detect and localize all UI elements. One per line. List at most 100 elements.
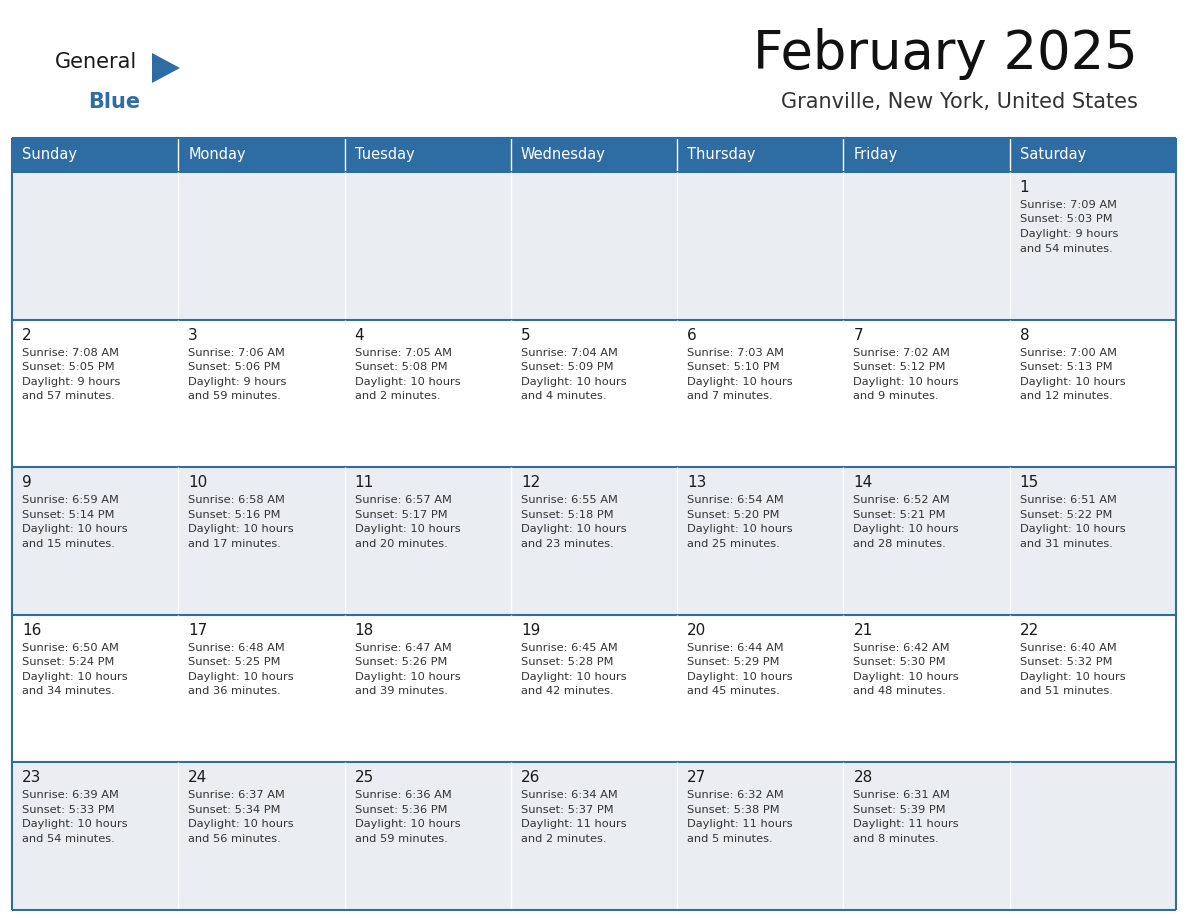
Bar — [12, 763, 178, 910]
Text: Tuesday: Tuesday — [354, 148, 415, 162]
Bar — [511, 615, 677, 763]
Text: Sunset: 5:20 PM: Sunset: 5:20 PM — [687, 509, 779, 520]
Bar — [345, 763, 511, 910]
Text: 4: 4 — [354, 328, 365, 342]
Text: Daylight: 10 hours: Daylight: 10 hours — [188, 820, 293, 829]
Bar — [345, 172, 511, 319]
Text: Sunset: 5:06 PM: Sunset: 5:06 PM — [188, 362, 280, 372]
Text: and 23 minutes.: and 23 minutes. — [520, 539, 614, 549]
Text: and 42 minutes.: and 42 minutes. — [520, 687, 613, 696]
Text: 1: 1 — [1019, 180, 1029, 195]
Text: Sunrise: 6:58 AM: Sunrise: 6:58 AM — [188, 495, 285, 505]
Bar — [843, 615, 1010, 763]
Text: Sunrise: 7:09 AM: Sunrise: 7:09 AM — [1019, 200, 1117, 210]
Text: Sunset: 5:38 PM: Sunset: 5:38 PM — [687, 805, 779, 815]
Bar — [178, 763, 345, 910]
Text: and 54 minutes.: and 54 minutes. — [23, 834, 115, 844]
Bar — [843, 172, 1010, 319]
Bar — [1010, 467, 1176, 615]
Text: Sunset: 5:18 PM: Sunset: 5:18 PM — [520, 509, 613, 520]
Text: and 34 minutes.: and 34 minutes. — [23, 687, 115, 696]
Bar — [843, 138, 1010, 172]
Text: Daylight: 10 hours: Daylight: 10 hours — [687, 376, 792, 386]
Text: Sunrise: 6:44 AM: Sunrise: 6:44 AM — [687, 643, 784, 653]
Text: 24: 24 — [188, 770, 208, 786]
Text: Sunrise: 6:51 AM: Sunrise: 6:51 AM — [1019, 495, 1117, 505]
Text: Sunset: 5:26 PM: Sunset: 5:26 PM — [354, 657, 447, 667]
Text: Daylight: 10 hours: Daylight: 10 hours — [853, 672, 959, 682]
Text: Sunset: 5:05 PM: Sunset: 5:05 PM — [23, 362, 114, 372]
Text: and 48 minutes.: and 48 minutes. — [853, 687, 946, 696]
Text: Sunset: 5:08 PM: Sunset: 5:08 PM — [354, 362, 447, 372]
Bar — [511, 467, 677, 615]
Text: Thursday: Thursday — [687, 148, 756, 162]
Text: and 7 minutes.: and 7 minutes. — [687, 391, 772, 401]
Text: and 17 minutes.: and 17 minutes. — [188, 539, 282, 549]
Text: Daylight: 10 hours: Daylight: 10 hours — [188, 524, 293, 534]
Text: and 25 minutes.: and 25 minutes. — [687, 539, 779, 549]
Text: Sunset: 5:22 PM: Sunset: 5:22 PM — [1019, 509, 1112, 520]
Text: and 56 minutes.: and 56 minutes. — [188, 834, 282, 844]
Text: Sunset: 5:17 PM: Sunset: 5:17 PM — [354, 509, 447, 520]
Text: Sunset: 5:32 PM: Sunset: 5:32 PM — [1019, 657, 1112, 667]
Text: Sunrise: 6:59 AM: Sunrise: 6:59 AM — [23, 495, 119, 505]
Text: Friday: Friday — [853, 148, 898, 162]
Bar — [511, 138, 677, 172]
Bar — [511, 319, 677, 467]
Text: Daylight: 9 hours: Daylight: 9 hours — [23, 376, 120, 386]
Bar — [1010, 615, 1176, 763]
Text: Daylight: 10 hours: Daylight: 10 hours — [520, 524, 626, 534]
Text: Sunset: 5:21 PM: Sunset: 5:21 PM — [853, 509, 946, 520]
Text: Daylight: 10 hours: Daylight: 10 hours — [520, 376, 626, 386]
Text: Wednesday: Wednesday — [520, 148, 606, 162]
Text: Daylight: 10 hours: Daylight: 10 hours — [354, 820, 460, 829]
Text: Sunset: 5:10 PM: Sunset: 5:10 PM — [687, 362, 779, 372]
Text: 18: 18 — [354, 622, 374, 638]
Text: 28: 28 — [853, 770, 873, 786]
Text: Sunset: 5:16 PM: Sunset: 5:16 PM — [188, 509, 280, 520]
Text: Sunrise: 6:37 AM: Sunrise: 6:37 AM — [188, 790, 285, 800]
Text: 12: 12 — [520, 476, 541, 490]
Text: Sunset: 5:39 PM: Sunset: 5:39 PM — [853, 805, 946, 815]
Text: and 5 minutes.: and 5 minutes. — [687, 834, 772, 844]
Bar — [345, 467, 511, 615]
Text: Sunset: 5:33 PM: Sunset: 5:33 PM — [23, 805, 114, 815]
Text: Daylight: 9 hours: Daylight: 9 hours — [188, 376, 286, 386]
Text: Sunrise: 7:04 AM: Sunrise: 7:04 AM — [520, 348, 618, 358]
Text: Sunset: 5:29 PM: Sunset: 5:29 PM — [687, 657, 779, 667]
Text: Sunrise: 6:32 AM: Sunrise: 6:32 AM — [687, 790, 784, 800]
Text: Sunset: 5:36 PM: Sunset: 5:36 PM — [354, 805, 447, 815]
Bar — [511, 763, 677, 910]
Text: 10: 10 — [188, 476, 208, 490]
Text: Sunset: 5:28 PM: Sunset: 5:28 PM — [520, 657, 613, 667]
Text: 15: 15 — [1019, 476, 1040, 490]
Text: 5: 5 — [520, 328, 531, 342]
Text: 20: 20 — [687, 622, 707, 638]
Text: 22: 22 — [1019, 622, 1040, 638]
Text: and 12 minutes.: and 12 minutes. — [1019, 391, 1112, 401]
Text: 21: 21 — [853, 622, 873, 638]
Text: General: General — [55, 52, 138, 72]
Text: Sunrise: 6:34 AM: Sunrise: 6:34 AM — [520, 790, 618, 800]
Text: and 2 minutes.: and 2 minutes. — [520, 834, 606, 844]
Text: Daylight: 10 hours: Daylight: 10 hours — [687, 524, 792, 534]
Text: Sunrise: 7:03 AM: Sunrise: 7:03 AM — [687, 348, 784, 358]
Text: Daylight: 10 hours: Daylight: 10 hours — [188, 672, 293, 682]
Bar — [178, 138, 345, 172]
Text: and 15 minutes.: and 15 minutes. — [23, 539, 115, 549]
Text: and 8 minutes.: and 8 minutes. — [853, 834, 939, 844]
Bar — [178, 172, 345, 319]
Text: 17: 17 — [188, 622, 208, 638]
Text: and 4 minutes.: and 4 minutes. — [520, 391, 606, 401]
Text: Daylight: 10 hours: Daylight: 10 hours — [354, 524, 460, 534]
Text: Sunrise: 6:52 AM: Sunrise: 6:52 AM — [853, 495, 950, 505]
Text: Daylight: 11 hours: Daylight: 11 hours — [520, 820, 626, 829]
Bar — [677, 763, 843, 910]
Text: and 54 minutes.: and 54 minutes. — [1019, 243, 1112, 253]
Text: 3: 3 — [188, 328, 198, 342]
Text: Sunrise: 6:39 AM: Sunrise: 6:39 AM — [23, 790, 119, 800]
Bar — [677, 615, 843, 763]
Text: Sunrise: 6:54 AM: Sunrise: 6:54 AM — [687, 495, 784, 505]
Text: and 36 minutes.: and 36 minutes. — [188, 687, 282, 696]
Text: 26: 26 — [520, 770, 541, 786]
